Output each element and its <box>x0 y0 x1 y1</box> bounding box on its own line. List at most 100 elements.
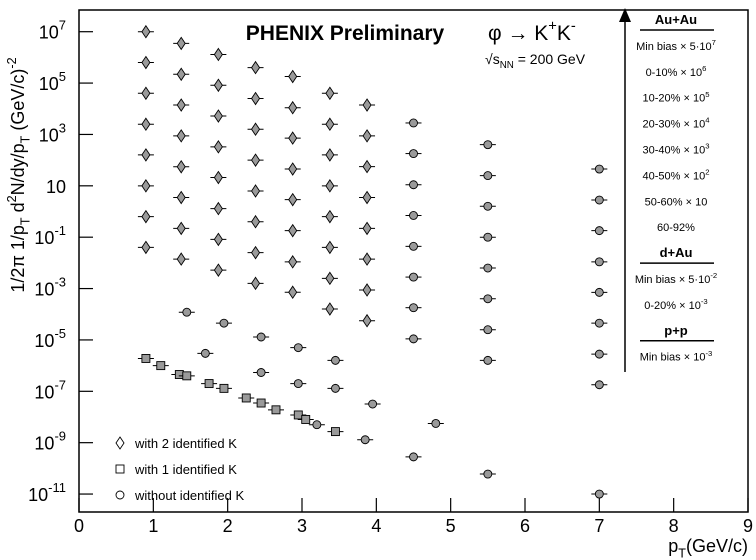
energy-label-part: = 200 GeV <box>514 51 586 67</box>
circle-marker <box>483 355 493 365</box>
circle-marker <box>409 272 418 282</box>
x-tick-label: 1 <box>148 516 158 536</box>
diamond-marker <box>288 223 298 238</box>
x-tick-label: 6 <box>520 516 530 536</box>
legend-label: with 1 identified K <box>134 462 237 477</box>
square-marker <box>204 379 214 389</box>
panel-label-part: 3 <box>705 142 709 151</box>
circle-marker <box>256 332 266 342</box>
diamond-marker <box>141 179 151 193</box>
circle-marker <box>409 452 418 462</box>
diamond-marker <box>141 55 151 70</box>
circle-marker <box>200 348 210 358</box>
circle-marker <box>182 307 192 317</box>
circle-marker <box>293 379 303 389</box>
square-marker <box>219 383 229 393</box>
circle-marker <box>368 399 378 409</box>
diamond-marker <box>288 192 298 207</box>
y-tick-base: 10 <box>39 125 59 145</box>
circle-marker <box>331 355 340 365</box>
panel-label-part: 40-50% × 10 <box>643 170 706 182</box>
circle-marker <box>594 257 604 267</box>
y-tick-base: 10 <box>39 74 59 94</box>
y-tick-base: 10 <box>34 434 54 454</box>
circle-marker <box>409 180 418 190</box>
diamond-marker <box>251 153 261 167</box>
y-tick-base: 10 <box>34 280 54 300</box>
diamond-marker <box>325 117 335 132</box>
y-tick-exp: 3 <box>59 120 66 135</box>
diamond-marker <box>251 60 261 75</box>
panel-arrowhead <box>619 8 631 22</box>
y-tick-label: 10-11 <box>28 480 66 505</box>
diamond-marker <box>362 159 372 174</box>
circle-marker <box>594 195 604 205</box>
chart-title: PHENIX Preliminary <box>246 22 445 45</box>
square-marker <box>293 410 303 420</box>
diamond-marker <box>141 209 151 224</box>
diamond-marker <box>176 190 186 205</box>
diamond-marker <box>213 201 223 216</box>
circle-marker <box>409 334 418 344</box>
diamond-marker <box>325 240 335 255</box>
panel-label-part: -2 <box>710 271 717 280</box>
panel-label: Min bias × 10-3 <box>640 349 713 364</box>
x-axis-label-part: T <box>678 546 686 560</box>
diamond-marker <box>251 122 261 137</box>
circle-marker <box>483 325 493 335</box>
y-tick-base: 10 <box>34 382 54 402</box>
diamond-marker <box>176 252 186 266</box>
circle-marker <box>409 149 418 159</box>
diamond-marker <box>362 283 372 297</box>
y-tick-exp: -11 <box>48 480 66 495</box>
circle-marker <box>594 226 604 236</box>
diamond-marker <box>213 109 223 123</box>
y-axis-label: 1/2π 1/pT d2N/dy/pT (GeV/c)-2 <box>5 57 33 292</box>
panel-label-part: Min bias × 10 <box>640 352 706 364</box>
diamond-marker <box>213 47 223 62</box>
panel-header-part: p+p <box>664 323 688 338</box>
circle-marker <box>115 490 125 500</box>
diamond-marker <box>213 232 223 247</box>
y-axis-label-part: T <box>18 217 32 225</box>
square-marker <box>115 464 125 474</box>
diamond-marker <box>176 67 186 82</box>
circle-marker <box>594 287 604 297</box>
panel-header: d+Au <box>660 245 693 260</box>
y-tick-label: 105 <box>39 69 66 94</box>
y-axis-label-part: -2 <box>5 57 19 68</box>
panel-label-part: 5 <box>705 90 709 99</box>
energy-label-part: s <box>493 51 500 67</box>
diamond-marker <box>288 69 298 84</box>
square-marker <box>182 371 192 381</box>
x-axis-label-part: p <box>668 536 678 556</box>
circle-marker <box>409 118 418 128</box>
circle-marker <box>331 383 340 393</box>
diamond-marker <box>251 276 261 291</box>
diamond-marker <box>176 36 186 51</box>
panel-label: 20-30% × 104 <box>643 116 711 131</box>
circle-marker <box>360 435 370 445</box>
x-axis-label-part: (GeV/c) <box>686 536 748 556</box>
diamond-marker <box>325 209 335 224</box>
circle-marker <box>594 164 604 174</box>
diamond-marker <box>251 214 261 229</box>
panel-label: 10-20% × 105 <box>643 90 710 105</box>
panel-label-part: 20-30% × 10 <box>643 119 706 131</box>
panel-header: p+p <box>664 323 688 338</box>
y-axis-label-part: 1/2π 1/p <box>8 225 28 292</box>
panel-label: 0-10% × 106 <box>646 64 707 79</box>
diamond-marker <box>288 100 298 115</box>
diamond-marker <box>325 148 335 162</box>
panel-label-part: 0-20% × 10 <box>644 300 701 312</box>
circle-marker <box>409 211 418 220</box>
y-tick-base: 10 <box>34 228 54 248</box>
diamond-marker <box>325 86 335 101</box>
circle-marker <box>483 263 493 273</box>
diamond-marker <box>362 129 372 143</box>
panel-label: Min bias × 5·10-2 <box>635 271 717 286</box>
y-tick-base: 10 <box>34 331 54 351</box>
y-tick-exp: -9 <box>54 429 66 444</box>
diamond-marker <box>176 159 186 174</box>
